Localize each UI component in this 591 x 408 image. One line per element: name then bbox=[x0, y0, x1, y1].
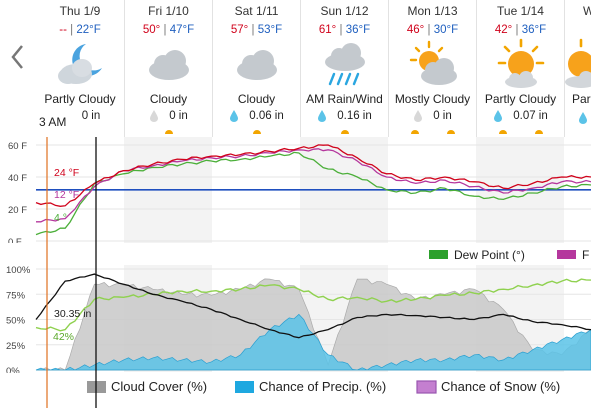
forecast-strip: Thu 1/9 -- | 22°F Partly Cloudy 0 in Fri… bbox=[0, 0, 591, 137]
sun-icon bbox=[411, 130, 419, 134]
pressure-label: 30.35 in bbox=[54, 308, 92, 320]
dew-point-line bbox=[35, 151, 591, 236]
sun-icon bbox=[499, 130, 507, 134]
cloudy-icon bbox=[236, 50, 277, 80]
sun-icon bbox=[253, 130, 261, 134]
cloud-cover-area bbox=[36, 278, 591, 371]
marker-label: 4 ° bbox=[54, 212, 67, 224]
cloudy-icon bbox=[148, 50, 189, 80]
legend-swatch bbox=[557, 250, 576, 259]
day-temps: 42° | 36°F bbox=[494, 24, 547, 36]
drop-icon bbox=[318, 110, 327, 122]
day-label: Sat 1/11 bbox=[234, 4, 279, 18]
day-column-mon[interactable]: Mon 1/13 46° | 30°F Mostly Cloudy 0 in bbox=[388, 0, 476, 137]
day-band bbox=[300, 137, 388, 253]
day-label: Mon 1/13 bbox=[407, 4, 458, 18]
marker-label: 24 °F bbox=[54, 167, 79, 179]
day-temps: 57° | 53°F bbox=[230, 24, 283, 36]
rain-wind-icon bbox=[324, 43, 365, 86]
day-column-tue[interactable]: Tue 1/14 42° | 36°F Partly Cloudy 0.07 i… bbox=[476, 0, 564, 137]
legend-label: Dew Point (°) bbox=[454, 248, 525, 262]
day-temps: 50° | 47°F bbox=[142, 24, 195, 36]
y-tick-label: 75% bbox=[6, 290, 26, 301]
precip-chance-area bbox=[35, 313, 591, 371]
y-tick-label: 0% bbox=[6, 366, 20, 377]
sun-icon bbox=[341, 130, 349, 134]
partly-cloudy-night-icon bbox=[58, 44, 102, 84]
partly-cloudy-day-icon bbox=[565, 38, 591, 88]
partly-cloudy-day-icon bbox=[497, 38, 544, 88]
y-tick-label: 25% bbox=[6, 341, 26, 352]
day-column-fri[interactable]: Fri 1/10 50° | 47°F Cloudy 0 in bbox=[124, 0, 212, 137]
condition-text: Mostly Cloudy bbox=[394, 92, 471, 106]
legend-swatch bbox=[416, 380, 437, 394]
humidity-line bbox=[35, 278, 591, 332]
day-label: W bbox=[583, 4, 591, 18]
chevron-left-icon[interactable] bbox=[8, 40, 28, 74]
drop-icon bbox=[414, 110, 423, 122]
precip-amount: 0.16 in bbox=[301, 110, 388, 122]
precip-amount: 0 in bbox=[81, 110, 101, 122]
day-temps: 46° | 30°F bbox=[406, 24, 459, 36]
legend-swatch bbox=[235, 381, 254, 393]
y-tick-label: 20 F bbox=[8, 205, 27, 216]
legend-label: Cloud Cover (%) bbox=[111, 379, 207, 394]
condition-text: Partly Cloudy bbox=[44, 92, 116, 106]
current-time-label: 3 AM bbox=[39, 115, 67, 129]
day-label: Sun 1/12 bbox=[320, 4, 369, 18]
sun-icon bbox=[535, 130, 543, 134]
drop-icon bbox=[579, 112, 587, 124]
y-tick-label: 40 F bbox=[8, 173, 27, 184]
y-tick-label: 100% bbox=[6, 265, 31, 276]
day-label: Fri 1/10 bbox=[148, 4, 189, 18]
legend-label: Chance of Snow (%) bbox=[441, 379, 560, 394]
legend-label: Chance of Precip. (%) bbox=[259, 379, 386, 394]
hourly-charts[interactable]: 60 F 40 F 20 F 0 F 24 °F 12 °F 4 ° Dew Point (°… bbox=[0, 137, 591, 408]
condition-text: AM Rain/Wind bbox=[306, 92, 383, 106]
marker-label: 12 °F bbox=[54, 189, 79, 201]
day-column-sun[interactable]: Sun 1/12 61° | 36°F AM Rain/Wind 0.16 in bbox=[300, 0, 388, 137]
precip-amount: 0.06 in bbox=[213, 110, 300, 122]
day-label: Thu 1/9 bbox=[59, 4, 101, 18]
temperature-line bbox=[35, 144, 591, 207]
drop-icon bbox=[494, 110, 503, 122]
condition-text: Partly Cloudy bbox=[484, 92, 557, 106]
y-tick-label: 60 F bbox=[8, 141, 27, 152]
legend-swatch bbox=[429, 250, 448, 259]
day-column-thu[interactable]: Thu 1/9 -- | 22°F Partly Cloudy 0 in bbox=[36, 0, 124, 137]
y-tick-label: 50% bbox=[6, 316, 26, 327]
day-label: Tue 1/14 bbox=[497, 4, 544, 18]
y-tick-label: 0 F bbox=[8, 237, 22, 248]
condition-text: Cloudy bbox=[149, 92, 188, 106]
day-column-sat[interactable]: Sat 1/11 57° | 53°F Cloudy 0.06 in bbox=[212, 0, 300, 137]
day-band bbox=[476, 137, 564, 253]
precip-amount: 0.07 in bbox=[477, 110, 564, 122]
drop-icon bbox=[150, 110, 159, 122]
sun-icon bbox=[447, 130, 455, 134]
day-band bbox=[124, 137, 212, 253]
legend-background bbox=[0, 243, 591, 265]
condition-text: Par bbox=[572, 92, 591, 106]
humidity-label: 42% bbox=[53, 331, 74, 343]
precip-amount: 0 in bbox=[389, 110, 476, 122]
day-temps: -- | 22°F bbox=[59, 24, 101, 36]
mostly-cloudy-icon bbox=[409, 40, 457, 85]
drop-icon bbox=[230, 110, 239, 122]
day-column-wed[interactable]: W Par bbox=[564, 0, 591, 137]
legend-label: F bbox=[582, 248, 589, 262]
sun-icon bbox=[165, 130, 173, 134]
pressure-line bbox=[35, 273, 591, 339]
day-temps: 61° | 36°F bbox=[318, 24, 371, 36]
precip-amount: 0 in bbox=[125, 110, 212, 122]
condition-text: Cloudy bbox=[237, 92, 276, 106]
